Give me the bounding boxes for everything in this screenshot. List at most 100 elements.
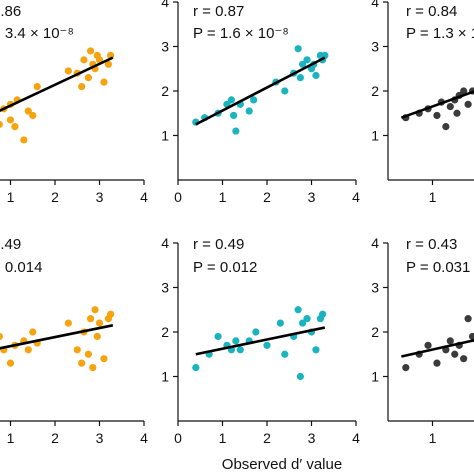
data-point [460, 355, 468, 363]
x-tick-label: 4 [352, 430, 360, 446]
data-point [299, 60, 307, 68]
regression-line [0, 56, 114, 112]
data-point [232, 337, 240, 345]
data-point [250, 96, 258, 104]
y-tick-label: 4 [371, 0, 379, 10]
x-tick-label: 4 [352, 189, 360, 205]
data-point [84, 350, 92, 358]
x-tick-label: 0 [174, 430, 182, 446]
data-point [303, 56, 311, 64]
scatter-panel: 1 2 3 4 0.86 = 3.4 × 10⁻⁸ [0, 3, 148, 205]
x-tick-label: 1 [7, 189, 15, 205]
data-point [433, 111, 441, 120]
y-tick-label: 4 [161, 235, 169, 251]
x-tick-label: 0 [174, 189, 182, 205]
data-point [20, 136, 28, 144]
data-point [0, 332, 3, 340]
data-point [78, 82, 86, 91]
y-tick-label: 2 [371, 324, 379, 340]
data-point [446, 102, 454, 111]
data-point [89, 364, 97, 372]
x-tick-label: 1 [429, 430, 437, 446]
data-point [6, 359, 15, 367]
x-tick-label: 1 [429, 189, 437, 205]
y-tick-label: 3 [161, 39, 169, 55]
y-tick-label: 4 [161, 0, 169, 10]
data-point [276, 319, 284, 327]
regression-line [195, 56, 326, 126]
data-point [24, 346, 32, 354]
data-point [453, 109, 461, 117]
data-point [0, 120, 3, 128]
y-tick-label: 2 [161, 324, 169, 340]
data-point [33, 82, 41, 91]
data-point [281, 350, 289, 358]
x-tick-label: 2 [51, 430, 59, 446]
data-point [29, 111, 37, 120]
data-point [464, 100, 472, 108]
x-tick-label: 3 [308, 189, 316, 205]
x-tick-label: 2 [263, 189, 271, 205]
data-point [303, 315, 311, 323]
data-point [87, 315, 95, 323]
data-point [263, 341, 271, 349]
data-point [87, 47, 95, 55]
y-tick-label: 1 [161, 369, 169, 385]
p-value: = 3.4 × 10⁻⁸ [0, 25, 74, 42]
data-point [95, 319, 104, 327]
data-point [433, 359, 441, 367]
x-tick-label: 2 [263, 430, 271, 446]
data-point [451, 350, 459, 358]
y-tick-label: 1 [371, 369, 379, 385]
y-tick-label: 1 [371, 128, 379, 144]
x-tick-label: 1 [7, 430, 15, 446]
data-point [299, 319, 307, 327]
data-point [312, 71, 320, 80]
data-point [227, 96, 235, 104]
correlation-r: 0.86 [0, 3, 21, 20]
scatter-panel: 0 1 2 3 4 1 2 3 4 r = 0.87 P = 1.6 × 10⁻⁸ [161, 0, 360, 205]
data-point [24, 107, 32, 115]
y-tick-label: 3 [161, 280, 169, 296]
data-point [402, 364, 410, 372]
data-point [64, 67, 72, 75]
y-tick-label: 1 [161, 128, 169, 144]
data-point [319, 310, 327, 318]
regression-line [401, 338, 474, 358]
data-point [93, 332, 101, 341]
data-point [78, 359, 86, 367]
correlation-r: 0.49 [0, 236, 21, 253]
correlation-r: r = 0.49 [193, 236, 244, 253]
x-tick-label: 1 [219, 189, 227, 205]
data-point [252, 328, 260, 336]
correlation-r: r = 0.87 [193, 3, 244, 20]
x-tick-label: 4 [140, 430, 148, 446]
data-point [11, 123, 19, 131]
data-point [294, 45, 302, 53]
data-point [245, 107, 253, 115]
data-point [464, 315, 472, 323]
data-point [80, 56, 88, 64]
p-value: P = 0.012 [193, 259, 257, 276]
data-point [107, 310, 115, 318]
data-point [424, 341, 432, 349]
data-point [232, 127, 240, 135]
data-point [100, 78, 108, 86]
data-point [104, 60, 112, 68]
data-point [468, 332, 474, 341]
data-point [296, 74, 304, 82]
data-point [446, 337, 454, 345]
scatter-panel: 1 1 2 3 4 r = 0.84 P = 1.3 × 10 [371, 0, 474, 205]
data-point [100, 355, 108, 363]
p-value: = 0.014 [0, 259, 42, 276]
data-point [214, 332, 222, 341]
x-tick-label: 3 [96, 430, 104, 446]
data-point [312, 346, 320, 354]
correlation-r: r = 0.84 [406, 3, 457, 20]
data-point [29, 328, 37, 336]
data-point [236, 346, 244, 354]
x-tick-label: 3 [96, 189, 104, 205]
x-tick-label: 1 [219, 430, 227, 446]
data-point [460, 87, 468, 95]
